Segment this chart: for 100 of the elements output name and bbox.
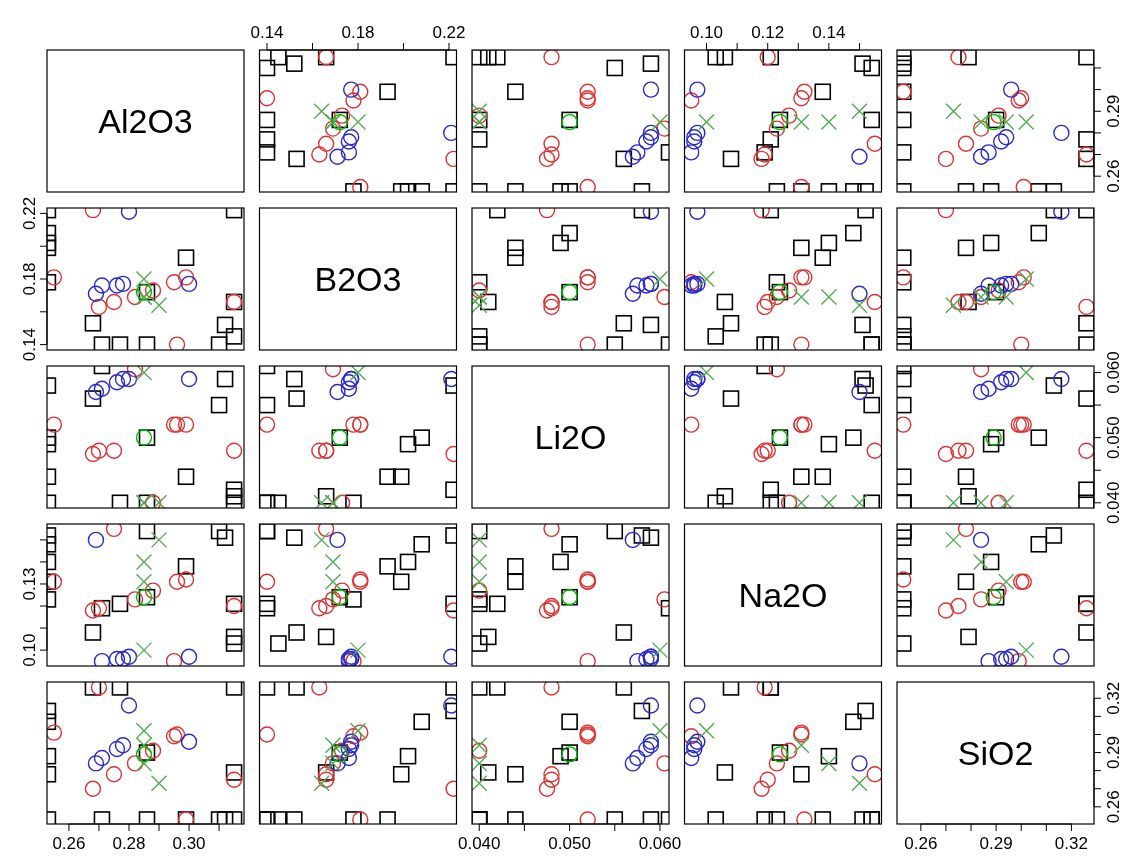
point xyxy=(108,740,126,758)
point xyxy=(324,591,342,608)
point xyxy=(990,107,1007,124)
y-tick-label: 0.22 xyxy=(20,196,39,230)
point xyxy=(1053,124,1070,142)
point xyxy=(759,293,776,311)
point xyxy=(472,595,488,613)
point xyxy=(329,148,346,165)
point xyxy=(114,737,132,754)
point xyxy=(349,641,367,659)
point xyxy=(225,442,243,459)
point xyxy=(379,468,396,486)
point xyxy=(606,336,624,350)
point xyxy=(756,298,773,316)
point xyxy=(413,535,430,553)
point xyxy=(689,733,706,750)
point xyxy=(579,274,596,291)
point xyxy=(629,749,646,767)
point xyxy=(270,635,287,652)
point xyxy=(851,103,868,120)
point xyxy=(686,737,703,754)
point xyxy=(972,531,990,549)
point xyxy=(472,50,488,66)
point xyxy=(105,766,123,783)
point xyxy=(168,573,186,590)
point xyxy=(543,135,560,152)
point xyxy=(47,724,63,741)
point xyxy=(1078,314,1094,332)
point xyxy=(579,652,596,666)
point xyxy=(982,553,1000,571)
point xyxy=(288,624,305,641)
point xyxy=(793,113,810,131)
point xyxy=(716,50,734,66)
point xyxy=(1078,150,1094,168)
point xyxy=(87,285,105,302)
point xyxy=(317,524,335,538)
point xyxy=(937,602,955,619)
point xyxy=(225,764,243,781)
point xyxy=(111,494,129,508)
point xyxy=(177,468,195,486)
point xyxy=(759,50,776,66)
point xyxy=(638,740,655,758)
point xyxy=(633,702,651,720)
point xyxy=(472,131,488,148)
point xyxy=(960,628,977,646)
point xyxy=(47,416,63,433)
point xyxy=(629,277,646,294)
point xyxy=(225,328,243,345)
point xyxy=(543,771,560,788)
point xyxy=(177,571,195,588)
point xyxy=(651,641,669,659)
point xyxy=(135,553,153,571)
point xyxy=(135,641,153,659)
point xyxy=(615,150,633,168)
point xyxy=(957,442,975,459)
point xyxy=(168,336,186,350)
point xyxy=(225,487,243,505)
point xyxy=(897,396,912,414)
point xyxy=(507,83,524,101)
point xyxy=(165,652,183,666)
point xyxy=(642,81,660,98)
point xyxy=(111,336,129,350)
point xyxy=(753,150,770,168)
point xyxy=(686,133,703,150)
point xyxy=(270,494,287,508)
point xyxy=(615,682,633,696)
point xyxy=(210,396,228,414)
point xyxy=(897,370,912,388)
point xyxy=(972,494,990,508)
x-tick-label: 0.060 xyxy=(638,833,682,853)
point xyxy=(352,83,369,100)
y-tick-label: 0.040 xyxy=(1103,481,1123,525)
point xyxy=(479,764,497,781)
point xyxy=(992,277,1010,294)
y-tick-label: 0.18 xyxy=(20,262,39,296)
point xyxy=(957,135,975,152)
point xyxy=(114,275,132,293)
point xyxy=(84,682,102,696)
point xyxy=(897,571,912,588)
point xyxy=(216,529,234,546)
point xyxy=(259,726,276,743)
point xyxy=(762,131,780,148)
point xyxy=(90,298,108,316)
point xyxy=(317,487,335,505)
point xyxy=(716,293,734,311)
point xyxy=(997,113,1015,131)
x-tick-label: 0.10 xyxy=(689,23,724,42)
point xyxy=(684,749,700,767)
point xyxy=(349,113,367,131)
point xyxy=(552,553,569,571)
point xyxy=(997,275,1015,293)
point xyxy=(150,297,168,314)
point xyxy=(814,83,832,101)
point xyxy=(768,288,786,306)
point xyxy=(992,133,1010,150)
x-tick-label: 0.28 xyxy=(112,833,146,853)
point xyxy=(1045,377,1063,394)
point xyxy=(288,390,305,407)
point xyxy=(472,635,488,652)
point xyxy=(990,582,1007,599)
